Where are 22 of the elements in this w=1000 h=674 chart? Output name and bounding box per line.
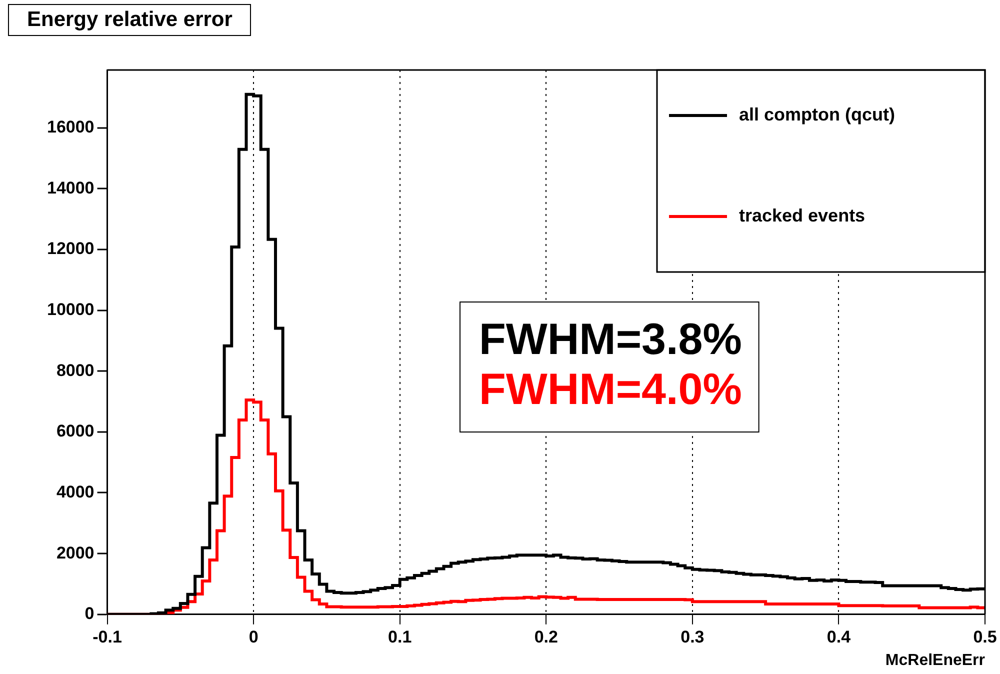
x-tick-label: 0.3: [680, 627, 704, 646]
annotation: FWHM=3.8%: [479, 315, 742, 364]
y-tick-label: 12000: [46, 239, 94, 258]
legend-label: tracked events: [739, 205, 866, 226]
x-tick-label: 0.1: [388, 627, 412, 646]
chart-title: Energy relative error: [8, 4, 252, 36]
annotation: FWHM=4.0%: [479, 365, 742, 414]
x-tick-label: 0.2: [534, 627, 558, 646]
y-tick-label: 6000: [56, 422, 94, 441]
legend-label: all compton (qcut): [739, 104, 895, 124]
x-tick-label: 0.5: [973, 627, 997, 646]
y-tick-label: 4000: [56, 482, 94, 502]
y-tick-label: 16000: [46, 117, 94, 136]
y-tick-label: 14000: [46, 178, 94, 198]
x-tick-label: -0.1: [92, 627, 122, 646]
y-tick-label: 0: [84, 604, 94, 624]
y-tick-label: 10000: [46, 300, 94, 319]
y-tick-label: 8000: [56, 360, 94, 380]
y-tick-label: 2000: [56, 543, 94, 562]
x-axis-title: McRelEneErr: [885, 652, 985, 669]
x-tick-label: 0.4: [826, 627, 852, 646]
x-tick-label: 0: [248, 627, 258, 646]
